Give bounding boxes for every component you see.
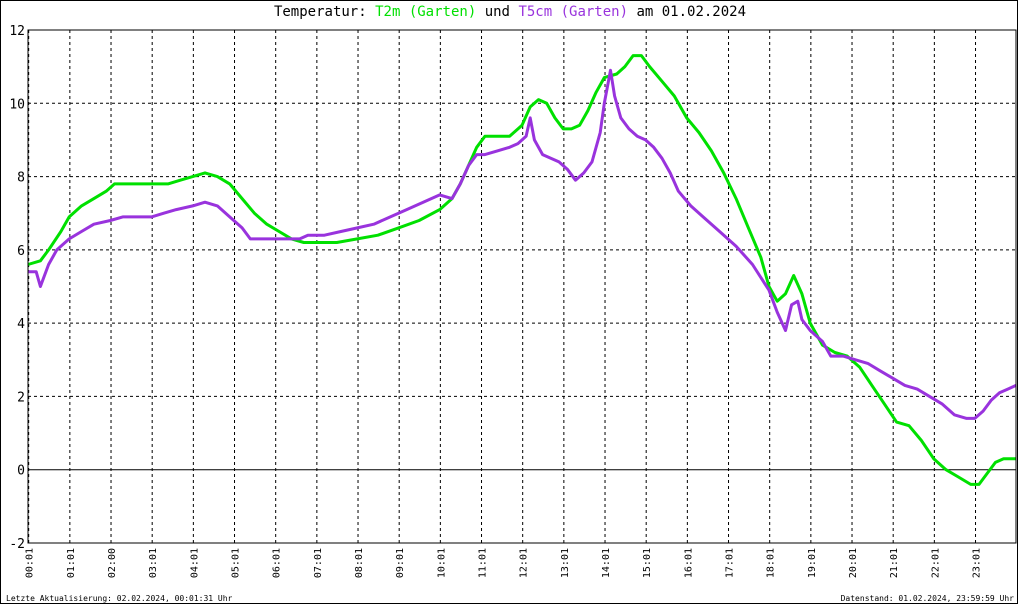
last-update-label: Letzte Aktualisierung: 02.02.2024, 00:01…: [6, 594, 233, 603]
y-tick-label: 10: [9, 97, 25, 112]
x-tick-label: 19:01: [807, 548, 818, 578]
x-tick-label: 22:01: [930, 548, 941, 578]
x-tick-label: 02:00: [107, 548, 118, 578]
x-tick-label: 05:01: [231, 548, 242, 578]
x-axis-labels: 00:01 01:01 02:00 03:01 04:01 05:01 06:01 07:01…: [25, 548, 983, 578]
x-tick-label: 20:01: [848, 548, 859, 578]
x-tick-label: 14:01: [601, 548, 612, 578]
x-tick-label: 17:01: [725, 548, 736, 578]
title-joiner: und: [484, 4, 510, 20]
y-tick-label: 2: [17, 390, 25, 405]
chart-title: Temperatur: T2m (Garten) und T5cm (Garte…: [0, 4, 1020, 20]
title-prefix: Temperatur:: [273, 4, 367, 20]
x-tick-label: 12:01: [519, 548, 530, 578]
x-tick-label: 16:01: [683, 548, 694, 578]
x-tick-label: 04:01: [189, 548, 200, 578]
x-tick-label: 23:01: [972, 548, 983, 578]
x-tick-label: 10:01: [436, 548, 447, 578]
x-tick-label: 11:01: [478, 548, 489, 578]
x-tick-label: 09:01: [395, 548, 406, 578]
series-lines: [27, 54, 1017, 486]
x-tick-label: 03:01: [148, 548, 159, 578]
x-tick-label: 00:01: [25, 548, 36, 578]
x-tick-label: 15:01: [642, 548, 653, 578]
x-tick-label: 08:01: [354, 548, 365, 578]
y-tick-label: 12: [9, 24, 25, 39]
x-tick-label: 18:01: [766, 548, 777, 578]
y-axis-labels: 12 10 8 6 4 2 0 -2: [9, 24, 25, 552]
x-tick-label: 06:01: [272, 548, 283, 578]
series-line-t2m: [27, 54, 1016, 486]
series-line-t5cm: [28, 68, 1017, 420]
title-series-t5cm: T5cm (Garten): [518, 4, 629, 20]
title-suffix: am 01.02.2024: [636, 4, 747, 20]
title-series-t2m: T2m (Garten): [375, 4, 477, 20]
x-tick-label: 21:01: [889, 548, 900, 578]
y-tick-label: -2: [9, 537, 25, 552]
x-tick-label: 13:01: [560, 548, 571, 578]
x-tick-label: 01:01: [66, 548, 77, 578]
y-tick-label: 4: [17, 317, 25, 332]
data-timestamp-label: Datenstand: 01.02.2024, 23:59:59 Uhr: [840, 594, 1014, 603]
y-tick-label: 0: [17, 464, 25, 479]
grid: [28, 29, 1016, 544]
y-tick-label: 6: [17, 244, 25, 259]
y-tick-label: 8: [17, 171, 25, 186]
x-tick-label: 07:01: [313, 548, 324, 578]
plot-area-border: [27, 29, 1017, 544]
